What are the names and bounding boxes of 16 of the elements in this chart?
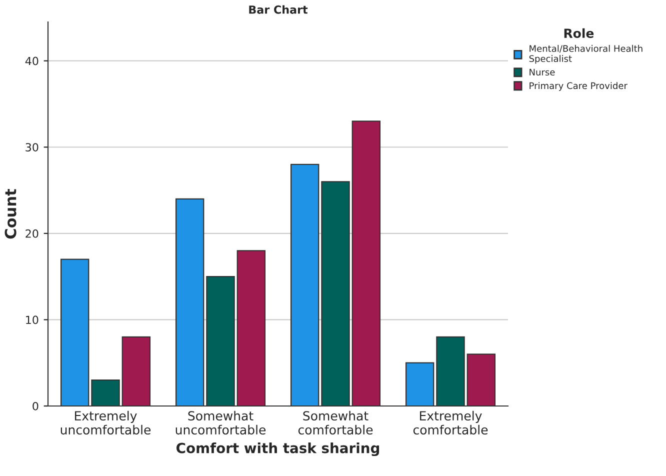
y-tick-label: 30 xyxy=(26,143,38,152)
y-tick-label: 10 xyxy=(26,316,38,324)
legend-label: Nurse xyxy=(530,68,555,76)
chart-title: Bar Chart xyxy=(249,5,308,14)
x-axis-title: Comfort with task sharing xyxy=(176,442,380,456)
x-tick-label: Somewhat comfortable xyxy=(298,410,373,435)
legend-label: Primary Care Provider xyxy=(530,82,628,91)
y-tick-label: 0 xyxy=(32,402,38,410)
y-tick-label: 40 xyxy=(25,56,38,66)
legend-title: Role xyxy=(564,28,594,38)
legend-label: Mental/Behavioral Health Specialist xyxy=(529,44,642,64)
x-tick-label: Somewhat uncomfortable xyxy=(176,410,266,435)
y-tick-label: 20 xyxy=(26,229,38,238)
x-tick-label: Extremely uncomfortable xyxy=(60,410,151,435)
y-axis-title: Count xyxy=(4,188,16,239)
x-tick-label: Extremely comfortable xyxy=(413,410,488,435)
